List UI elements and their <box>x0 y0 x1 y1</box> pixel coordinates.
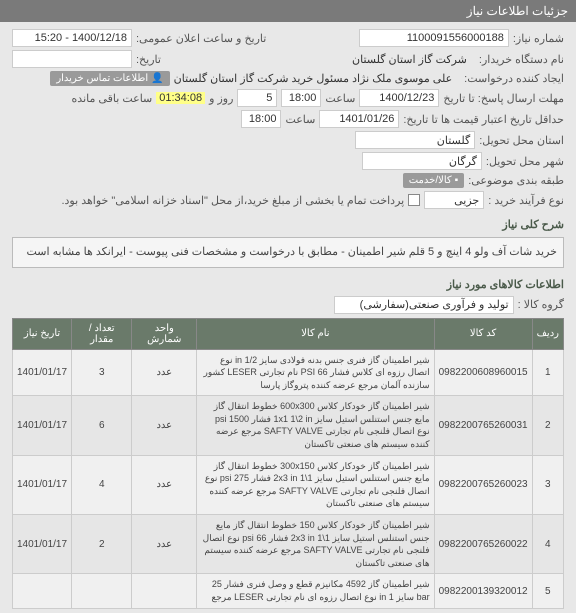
cell-idx: 2 <box>532 396 563 455</box>
cell-unit: عدد <box>132 349 197 396</box>
cell-code: 0982200765260023 <box>434 455 532 514</box>
th-qty: تعداد / مقدار <box>72 318 132 349</box>
cell-qty: 3 <box>72 349 132 396</box>
cell-name: شیر اطمینان گاز خودکار کلاس 600x300 خطوط… <box>197 396 434 455</box>
cell-idx: 1 <box>532 349 563 396</box>
deadline-date-field[interactable]: 1400/12/23 <box>359 89 439 107</box>
province-field[interactable]: گلستان <box>355 131 475 149</box>
table-row[interactable]: 10982200608960015شیر اطمینان گاز فنری جن… <box>13 349 564 396</box>
th-unit: واحد شمارش <box>132 318 197 349</box>
table-row[interactable]: 40982200765260022شیر اطمینان گاز خودکار … <box>13 515 564 574</box>
cell-name: شیر اطمینان گاز 4592 مکانیزم قطع و وصل ف… <box>197 574 434 608</box>
cell-qty: 6 <box>72 396 132 455</box>
th-idx: ردیف <box>532 318 563 349</box>
buy-type-label: نوع فرآیند خرید : <box>488 194 564 207</box>
public-date-label: تاریخ و ساعت اعلان عمومی: <box>136 32 266 45</box>
table-row[interactable]: 30982200765260023شیر اطمینان گاز خودکار … <box>13 455 564 514</box>
cell-qty: 2 <box>72 515 132 574</box>
user-icon: 👤 <box>151 73 163 84</box>
contact-chip[interactable]: 👤 اطلاعات تماس خریدار <box>50 71 169 86</box>
cell-unit <box>132 574 197 608</box>
table-header-row: ردیف کد کالا نام کالا واحد شمارش تعداد /… <box>13 318 564 349</box>
valid-date-field[interactable]: 1401/01/26 <box>319 110 399 128</box>
creator-value: علی موسوی ملک نژاد مسئول خرید شرکت گاز ا… <box>174 72 453 85</box>
valid-label: حداقل تاریخ اعتبار قیمت ها تا تاریخ: <box>403 113 564 126</box>
cell-unit: عدد <box>132 515 197 574</box>
th-code: کد کالا <box>434 318 532 349</box>
city-label: شهر محل تحویل: <box>486 155 564 168</box>
tag-icon: ▪ <box>455 175 459 186</box>
cell-unit: عدد <box>132 396 197 455</box>
cell-name: شیر اطمینان گاز فنری جنس بدنه فولادی سای… <box>197 349 434 396</box>
th-name: نام کالا <box>197 318 434 349</box>
group-field[interactable]: تولید و فرآوری صنعتی(سفارشی) <box>334 296 514 314</box>
remain-time-value: 01:34:08 <box>156 92 205 104</box>
cell-date: 1401/01/17 <box>13 349 72 396</box>
valid-hour-field[interactable]: 18:00 <box>241 110 281 128</box>
city-field[interactable]: گرگان <box>362 152 482 170</box>
need-no-field[interactable]: 1100091556000188 <box>359 29 509 47</box>
cell-qty: 4 <box>72 455 132 514</box>
cell-code: 0982200139320012 <box>434 574 532 608</box>
items-section-label: اطلاعات کالاهای مورد نیاز <box>447 278 564 291</box>
need-no-label: شماره نیاز: <box>513 32 564 45</box>
page-header: جزئیات اطلاعات نیاز <box>0 0 576 22</box>
cell-idx: 3 <box>532 455 563 514</box>
remain-days-field: 5 <box>237 89 277 107</box>
cell-idx: 4 <box>532 515 563 574</box>
group-label: گروه کالا : <box>518 298 564 311</box>
deadline-label: مهلت ارسال پاسخ: تا تاریخ <box>443 92 564 105</box>
deadline-hour-field[interactable]: 18:00 <box>281 89 321 107</box>
table-row[interactable]: 20982200765260031شیر اطمینان گاز خودکار … <box>13 396 564 455</box>
remain-time-label: ساعت باقی مانده <box>72 92 153 105</box>
date2-label: تاریخ: <box>136 53 161 66</box>
cell-qty <box>72 574 132 608</box>
main-content: شماره نیاز: 1100091556000188 تاریخ و ساع… <box>0 22 576 613</box>
date2-field[interactable] <box>12 50 132 68</box>
header-title: جزئیات اطلاعات نیاز <box>467 4 568 18</box>
valid-hour-label: ساعت <box>285 113 315 126</box>
cell-unit: عدد <box>132 455 197 514</box>
items-table: ردیف کد کالا نام کالا واحد شمارش تعداد /… <box>12 318 564 609</box>
public-date-field[interactable]: 1400/12/18 - 15:20 <box>12 29 132 47</box>
cell-idx: 5 <box>532 574 563 608</box>
payment-checkbox[interactable] <box>408 194 420 206</box>
buy-type-field[interactable]: جزیی <box>424 191 484 209</box>
description-box: خرید شات آف ولو 4 اینچ و 5 قلم شیر اطمین… <box>12 237 564 268</box>
desc-section-label: شرح کلی نیاز <box>502 218 564 231</box>
cell-date: 1401/01/17 <box>13 515 72 574</box>
cell-date <box>13 574 72 608</box>
table-row[interactable]: 50982200139320012شیر اطمینان گاز 4592 مک… <box>13 574 564 608</box>
kala-chip[interactable]: ▪ کالا/خدمت <box>403 173 464 188</box>
cell-code: 0982200608960015 <box>434 349 532 396</box>
province-label: استان محل تحویل: <box>479 134 564 147</box>
cell-name: شیر اطمینان گاز خودکار کلاس 300x150 خطوط… <box>197 455 434 514</box>
buyer-org-value: شرکت گاز استان گلستان <box>352 53 467 66</box>
cell-date: 1401/01/17 <box>13 396 72 455</box>
buyer-org-label: نام دستگاه خریدار: <box>479 53 564 66</box>
cell-date: 1401/01/17 <box>13 455 72 514</box>
cell-code: 0982200765260022 <box>434 515 532 574</box>
creator-label: ایجاد کننده درخواست: <box>464 72 564 85</box>
budget-label: طبقه بندی موضوعی: <box>468 174 564 187</box>
cell-name: شیر اطمینان گاز خودکار کلاس 150 خطوط انت… <box>197 515 434 574</box>
payment-note: پرداخت تمام یا بخشی از مبلغ خرید،از محل … <box>61 194 404 207</box>
remain-days-label: روز و <box>209 92 233 105</box>
th-date: تاریخ نیاز <box>13 318 72 349</box>
deadline-hour-label: ساعت <box>325 92 355 105</box>
cell-code: 0982200765260031 <box>434 396 532 455</box>
